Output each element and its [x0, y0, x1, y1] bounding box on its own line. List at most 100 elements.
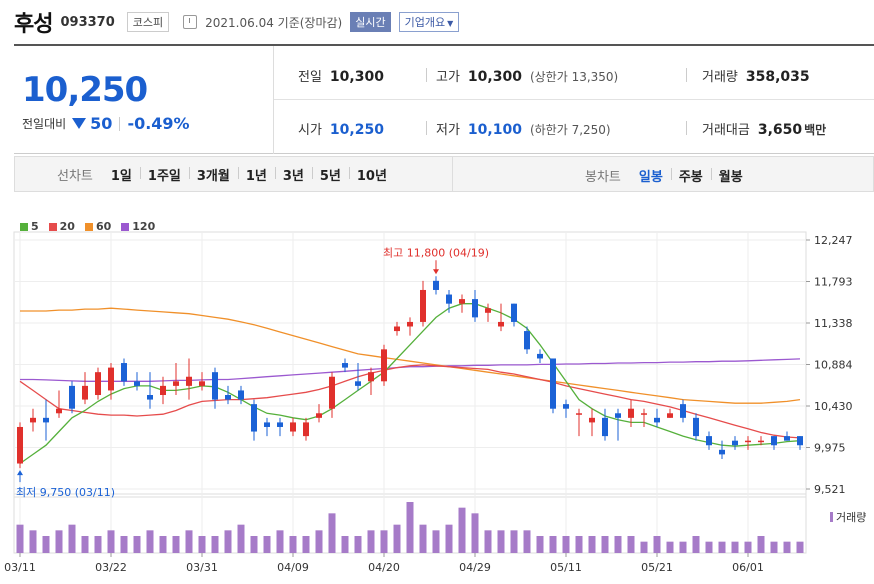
volume-bar [16, 524, 24, 553]
y-tick-label: 10,884 [814, 359, 853, 372]
tab-weekly[interactable]: 주봉 [670, 166, 711, 185]
stock-name: 후성 [14, 12, 53, 37]
amount-unit: 백만 [804, 123, 827, 137]
tab-10year[interactable]: 10년 [348, 165, 395, 184]
tab-3year[interactable]: 3년 [274, 165, 312, 184]
volume-bar [549, 536, 557, 553]
open-price: 시가 10,250 [298, 119, 384, 138]
candle-body [784, 436, 790, 441]
candle-body [563, 404, 569, 409]
candle-body [121, 363, 127, 382]
change-label: 전일대비 [22, 117, 67, 131]
clock-icon [183, 15, 198, 29]
candle-body [524, 331, 530, 350]
volume-bar [107, 530, 115, 553]
volume-bar [406, 502, 414, 553]
candle-body [550, 358, 556, 409]
low-value: 10,100 [467, 122, 522, 138]
change-percent: -0.49% [127, 114, 190, 133]
volume-bar [185, 530, 193, 553]
line-chart-label: 선차트 [57, 168, 93, 184]
volume-bar [731, 541, 739, 553]
volume-bar [354, 536, 362, 553]
prev-close-label: 전일 [298, 70, 322, 85]
price-change: 전일대비 50 -0.49% [22, 114, 190, 133]
open-label: 시가 [298, 123, 322, 138]
candle-body [420, 289, 426, 322]
down-triangle-icon [72, 118, 87, 129]
candle-body [615, 413, 621, 418]
candle-body [199, 381, 205, 386]
divider [273, 46, 274, 154]
volume-legend-swatch [830, 512, 833, 522]
volume-bar [198, 536, 206, 553]
ma60-line [20, 307, 801, 404]
candle-tabs: 봉차트 일봉 주봉 월봉 [585, 166, 751, 185]
candle-body [433, 280, 439, 290]
ma20-line [19, 364, 801, 439]
volume-bar [744, 541, 752, 553]
high-value: 10,300 [467, 69, 522, 85]
tab-daily[interactable]: 일봉 [638, 170, 663, 185]
realtime-button[interactable]: 실시간 [350, 12, 391, 32]
volume-bar [705, 541, 713, 553]
volume-bar [445, 524, 453, 553]
candle-body [30, 417, 36, 423]
candle-body [95, 372, 101, 396]
volume: 거래량 358,035 [702, 66, 810, 85]
amount-label: 거래대금 [702, 123, 750, 138]
candle-body [797, 436, 803, 446]
candle-body [212, 372, 218, 400]
volume-bar [172, 536, 180, 553]
volume-bar [432, 530, 440, 553]
volume-bar [159, 536, 167, 553]
current-price: 10,250 [22, 70, 148, 110]
candle-body [329, 376, 335, 409]
candle-body [43, 417, 49, 423]
volume-bar [380, 530, 388, 553]
divider [686, 121, 687, 135]
volume-bar [29, 530, 37, 553]
prev-close: 전일 10,300 [298, 66, 384, 85]
tab-5year[interactable]: 5년 [311, 165, 349, 184]
candle-body [17, 426, 23, 464]
volume-bar [211, 536, 219, 553]
y-tick-label: 11,793 [814, 276, 853, 289]
candle-body [160, 385, 166, 396]
volume-bar [666, 541, 674, 553]
volume-bar [237, 524, 245, 553]
volume-bar [523, 530, 531, 553]
tab-monthly[interactable]: 월봉 [710, 166, 751, 185]
low-annotation: 최저 9,750 (03/11) [16, 486, 115, 499]
candle-body [238, 390, 244, 400]
high-label: 고가 [436, 70, 460, 85]
tab-1day[interactable]: 1일 [110, 168, 132, 184]
volume-bar [601, 536, 609, 553]
chart-legend: 5 20 60 120 [20, 220, 155, 233]
volume-label: 거래량 [836, 511, 866, 524]
tab-1week[interactable]: 1주일 [139, 165, 189, 184]
candle-body [537, 353, 543, 359]
candle-body [134, 381, 140, 386]
candle-body [394, 326, 400, 332]
y-tick-label: 11,338 [814, 317, 853, 330]
reference-date: 2021.06.04 기준(장마감) [205, 15, 343, 30]
high-annotation: 최고 11,800 (04/19) [383, 246, 489, 259]
x-tick-label: 06/01 [732, 561, 764, 574]
tab-1year[interactable]: 1년 [237, 165, 275, 184]
candle-body [264, 422, 270, 427]
volume-bar [133, 536, 141, 553]
volume-bar [510, 530, 518, 553]
y-tick-label: 10,430 [814, 400, 853, 413]
volume-bar [562, 536, 570, 553]
volume-bar [627, 536, 635, 553]
candle-body [69, 385, 75, 409]
volume-bar [224, 530, 232, 553]
volume-bar [653, 536, 661, 553]
company-info-dropdown[interactable]: 기업개요 ▼ [398, 12, 460, 32]
candle-body [732, 440, 738, 446]
candle-body [758, 440, 764, 443]
volume-bar [81, 536, 89, 553]
tab-3month[interactable]: 3개월 [188, 165, 238, 184]
